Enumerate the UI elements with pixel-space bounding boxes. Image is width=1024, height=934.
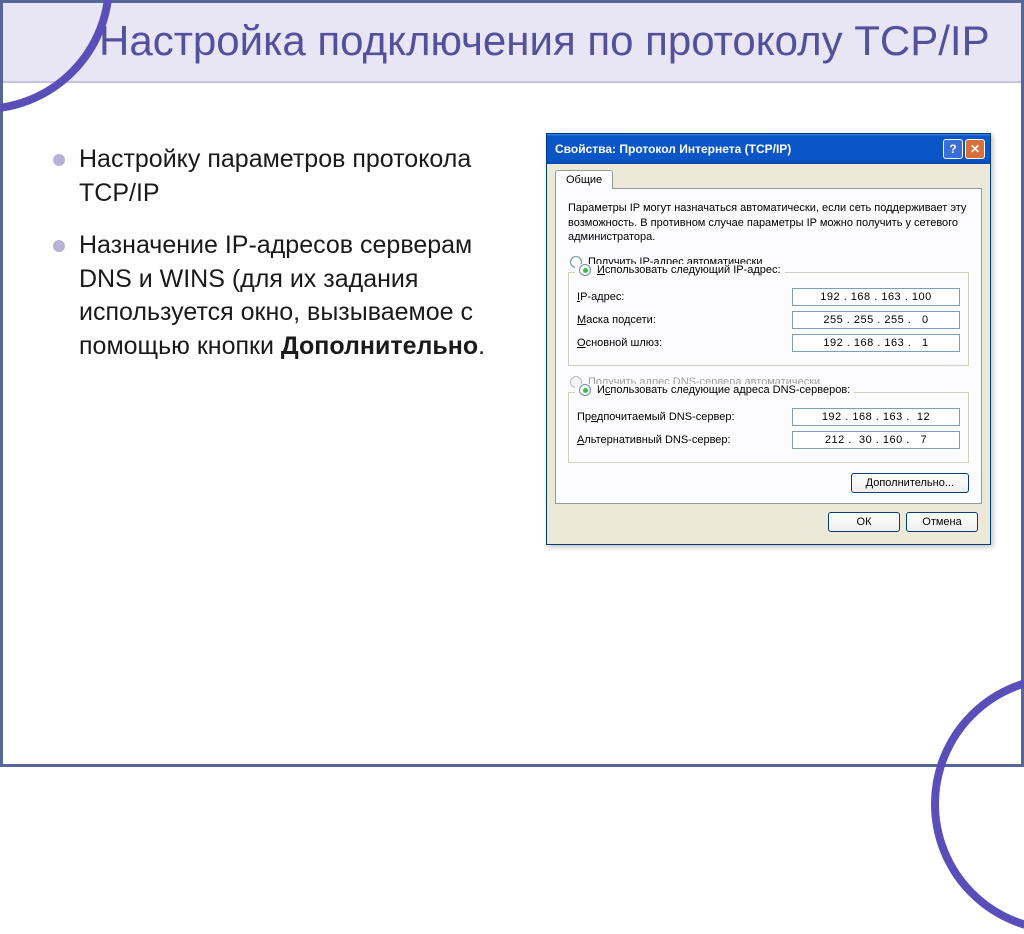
radio-selected-dot <box>583 268 588 273</box>
pref-dns-label: Предпочитаемый DNS-сервер: <box>577 411 792 423</box>
radio-selected-dot <box>583 388 588 393</box>
ip-address-row: IP-адрес: <box>577 288 960 306</box>
alt-dns-label: Альтернативный DNS-сервер: <box>577 434 792 446</box>
radio-label: Использовать следующий IP-адрес: <box>597 264 781 276</box>
bullet-text: Назначение IP-адресов серверам DNS и WIN… <box>79 229 526 364</box>
description-text: Параметры IP могут назначаться автоматич… <box>568 201 969 244</box>
cancel-button[interactable]: Отмена <box>906 512 978 532</box>
subnet-mask-row: Маска подсети: <box>577 311 960 329</box>
subnet-mask-input[interactable] <box>792 311 960 329</box>
help-button[interactable]: ? <box>943 139 963 159</box>
bullet-item: Настройку параметров протокола TCP/IP <box>53 143 526 211</box>
ip-address-input[interactable] <box>792 288 960 306</box>
title-band: Настройка подключения по протоколу TCP/I… <box>3 3 1021 83</box>
ip-fieldset: Использовать следующий IP-адрес: IP-адре… <box>568 272 969 366</box>
dialog-titlebar[interactable]: Свойства: Протокол Интернета (TCP/IP) ? … <box>547 134 990 164</box>
tab-strip: Общие <box>555 169 982 188</box>
advanced-button[interactable]: Дополнительно... <box>851 473 969 493</box>
advanced-row: Дополнительно... <box>568 473 969 493</box>
mask-label: Маска подсети: <box>577 314 792 326</box>
dialog-buttons: ОК Отмена <box>555 504 982 536</box>
alt-dns-row: Альтернативный DNS-сервер: <box>577 431 960 449</box>
radio-label: Использовать следующие адреса DNS-сервер… <box>597 384 850 396</box>
ip-label: IP-адрес: <box>577 291 792 303</box>
gateway-input[interactable] <box>792 334 960 352</box>
alt-dns-input[interactable] <box>792 431 960 449</box>
tab-general[interactable]: Общие <box>555 170 613 189</box>
bullet-item: Назначение IP-адресов серверам DNS и WIN… <box>53 229 526 364</box>
radio-icon <box>579 264 591 276</box>
preferred-dns-input[interactable] <box>792 408 960 426</box>
radio-manual-ip[interactable]: Использовать следующий IP-адрес: <box>575 264 785 276</box>
bullet-list: Настройку параметров протокола TCP/IP На… <box>53 133 526 545</box>
titlebar-buttons: ? ✕ <box>943 139 985 159</box>
bullet-dot-icon <box>53 154 65 166</box>
dns-fieldset: Использовать следующие адреса DNS-сервер… <box>568 392 969 463</box>
decorative-arc-bottom-right <box>931 674 1024 934</box>
properties-dialog: Свойства: Протокол Интернета (TCP/IP) ? … <box>546 133 991 545</box>
dialog-body: Общие Параметры IP могут назначаться авт… <box>547 164 990 544</box>
gateway-label: Основной шлюз: <box>577 337 792 349</box>
radio-manual-dns[interactable]: Использовать следующие адреса DNS-сервер… <box>575 384 854 396</box>
slide-title: Настройка подключения по протоколу TCP/I… <box>99 17 1001 65</box>
dialog-title: Свойства: Протокол Интернета (TCP/IP) <box>555 142 791 156</box>
tab-content: Параметры IP могут назначаться автоматич… <box>555 188 982 504</box>
radio-icon <box>579 384 591 396</box>
slide-frame: Настройка подключения по протоколу TCP/I… <box>0 0 1024 767</box>
bullet-text: Настройку параметров протокола TCP/IP <box>79 143 526 211</box>
preferred-dns-row: Предпочитаемый DNS-сервер: <box>577 408 960 426</box>
gateway-row: Основной шлюз: <box>577 334 960 352</box>
ok-button[interactable]: ОК <box>828 512 900 532</box>
bullet-dot-icon <box>53 240 65 252</box>
content-area: Настройку параметров протокола TCP/IP На… <box>3 83 1021 565</box>
close-button[interactable]: ✕ <box>965 139 985 159</box>
